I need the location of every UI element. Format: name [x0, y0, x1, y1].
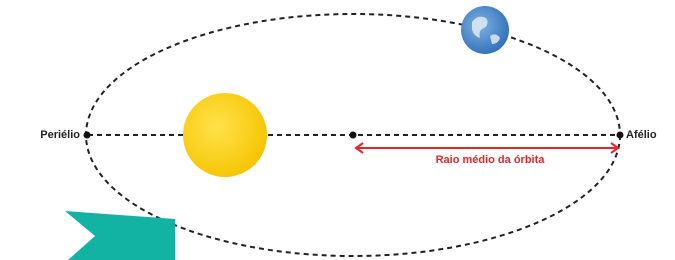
sun: [183, 93, 267, 177]
radius-arrow: [356, 143, 618, 153]
aphelion-point: [617, 132, 624, 139]
perihelion-label: Periélio: [40, 129, 80, 141]
mean-radius-label: Raio médio da órbita: [436, 154, 546, 166]
orbit-diagram: Periélio Afélio Raio médio da órbita: [0, 0, 675, 260]
center-point: [350, 132, 357, 139]
decorative-chevron: [65, 211, 175, 260]
aphelion-label: Afélio: [626, 129, 657, 141]
perihelion-point: [84, 132, 91, 139]
earth: [461, 6, 509, 54]
